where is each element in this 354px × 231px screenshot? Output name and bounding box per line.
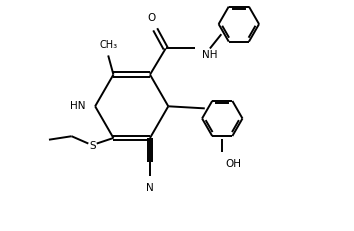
Text: N: N (146, 182, 154, 192)
Text: CH₃: CH₃ (99, 40, 117, 50)
Text: O: O (148, 13, 156, 23)
Text: OH: OH (226, 158, 242, 168)
Text: HN: HN (70, 100, 85, 110)
Text: S: S (89, 140, 96, 150)
Text: NH: NH (201, 49, 217, 59)
